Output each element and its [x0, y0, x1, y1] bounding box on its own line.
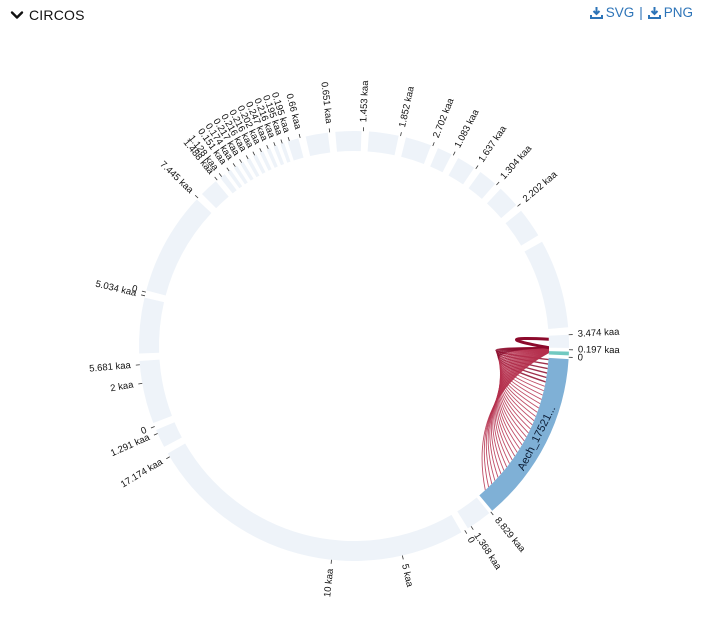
- tick-mark: [280, 139, 283, 144]
- segment-c[interactable]: [457, 497, 490, 529]
- tick-mark: [490, 511, 494, 516]
- download-svg-button[interactable]: SVG: [589, 5, 635, 20]
- download-icon: [647, 7, 661, 19]
- tick-label: 0: [139, 425, 148, 437]
- download-png-label[interactable]: PNG: [663, 5, 693, 20]
- segment-w[interactable]: [367, 131, 399, 156]
- tick-mark: [141, 290, 146, 293]
- download-png-button[interactable]: PNG: [647, 5, 693, 20]
- tick-mark: [150, 426, 155, 429]
- tick-mark: [464, 530, 468, 534]
- tick-mark: [432, 142, 435, 147]
- chord-links: [481, 337, 550, 491]
- tick-mark: [452, 151, 456, 156]
- tick-mark: [245, 155, 249, 160]
- download-svg-label[interactable]: SVG: [605, 5, 635, 20]
- tick-mark: [259, 148, 262, 153]
- ring-segments: Aech_17521...: [139, 131, 569, 561]
- tick-label: 2.202 kaa: [521, 169, 560, 205]
- tick-mark: [140, 294, 146, 297]
- tick-label: 1.304 kaa: [498, 143, 534, 182]
- segment-aa[interactable]: [468, 172, 496, 199]
- download-icon: [589, 7, 603, 19]
- tick-mark: [273, 142, 276, 147]
- segment-ad[interactable]: [524, 241, 569, 330]
- tick-label: 3.474 kaa: [577, 327, 620, 340]
- tick-mark: [475, 165, 479, 170]
- segment-i[interactable]: [201, 181, 229, 209]
- segment-y[interactable]: [430, 148, 452, 173]
- tick-label: 0: [577, 352, 583, 363]
- tick-mark: [226, 167, 230, 172]
- chord-link-bundle: [514, 337, 550, 350]
- segment-h[interactable]: [146, 199, 212, 296]
- segment-e[interactable]: [156, 422, 182, 447]
- tick-label: 0.651 kaa: [318, 81, 334, 124]
- tick-label: 2 kaa: [110, 379, 136, 394]
- download-links: SVG | PNG: [589, 5, 693, 20]
- tick-label: 17.174 kaa: [119, 456, 166, 490]
- tick-mark: [287, 137, 290, 142]
- segment-aech-17521[interactable]: [479, 357, 569, 511]
- segment-ac[interactable]: [505, 210, 539, 246]
- segment-g[interactable]: [139, 297, 164, 354]
- tick-label: 5.681 kaa: [89, 360, 132, 375]
- tick-label: 1.852 kaa: [397, 85, 417, 129]
- tick-label: 7.445 kaa: [157, 159, 195, 196]
- tick-mark: [194, 194, 199, 199]
- segment-x[interactable]: [401, 137, 432, 164]
- tick-label: 10 kaa: [322, 567, 336, 597]
- tick-mark: [166, 456, 170, 460]
- tick-label: 1.453 kaa: [358, 80, 371, 123]
- segment-r[interactable]: [273, 145, 285, 166]
- tick-label: 2.702 kaa: [431, 96, 457, 140]
- download-separator: |: [639, 5, 643, 20]
- chord-link: [481, 352, 550, 491]
- segment-s[interactable]: [280, 142, 291, 163]
- tick-mark: [400, 132, 402, 137]
- tick-label: 5 kaa: [399, 563, 415, 589]
- tick-mark: [298, 133, 301, 138]
- tick-label: 8.829 kaa: [492, 515, 527, 555]
- segment-a[interactable]: [548, 334, 569, 348]
- tick-mark: [517, 203, 521, 207]
- segment-p[interactable]: [259, 151, 272, 171]
- tick-label: 1.083 kaa: [453, 107, 482, 150]
- segment-b[interactable]: [548, 351, 569, 356]
- chevron-down-icon[interactable]: [10, 8, 24, 22]
- segment-j[interactable]: [220, 174, 237, 194]
- segment-ab[interactable]: [486, 188, 517, 219]
- tick-mark: [239, 159, 243, 163]
- circos-panel-toggle[interactable]: CIRCOS: [10, 7, 85, 23]
- tick-mark: [218, 173, 222, 177]
- segment-t[interactable]: [287, 138, 304, 161]
- segment-v[interactable]: [335, 131, 362, 152]
- tick-label: 1.637 kaa: [476, 123, 509, 164]
- tick-label: 0.197 kaa: [578, 344, 621, 356]
- segment-q[interactable]: [266, 148, 278, 168]
- segment-u[interactable]: [305, 132, 331, 156]
- segment-f[interactable]: [139, 359, 172, 424]
- tick-mark: [138, 382, 143, 385]
- tick-mark: [496, 181, 500, 186]
- segment-d[interactable]: [167, 443, 462, 561]
- segment-m[interactable]: [240, 161, 254, 181]
- tick-label: 0: [465, 535, 477, 545]
- tick-label: 0: [131, 283, 139, 295]
- segment-o[interactable]: [253, 154, 266, 174]
- tick-mark: [470, 526, 474, 530]
- tick-mark: [232, 163, 236, 167]
- tick-mark: [153, 433, 158, 436]
- segment-l[interactable]: [233, 165, 248, 185]
- tick-mark: [401, 555, 404, 560]
- segment-n[interactable]: [246, 157, 260, 178]
- tick-mark: [252, 151, 256, 156]
- tick-mark: [266, 145, 269, 149]
- toolbar-header: CIRCOS SVG | PNG: [0, 0, 707, 30]
- tick-mark: [214, 176, 218, 181]
- panel-title: CIRCOS: [29, 7, 85, 23]
- segment-z[interactable]: [448, 157, 475, 185]
- segment-k[interactable]: [227, 169, 243, 189]
